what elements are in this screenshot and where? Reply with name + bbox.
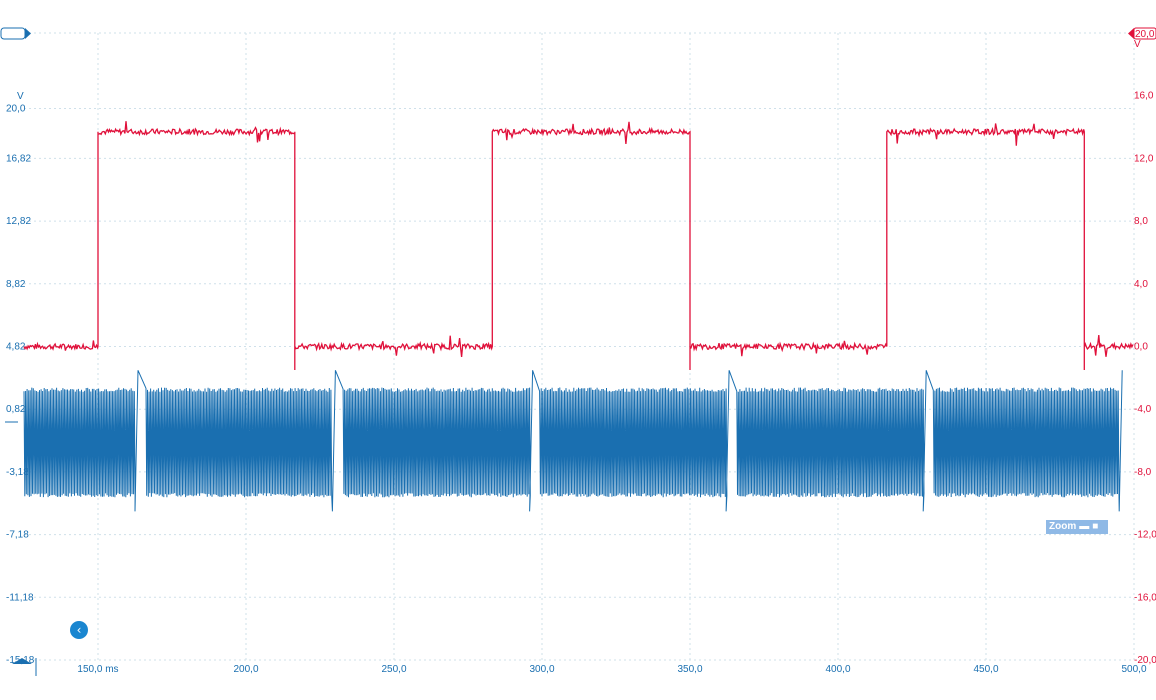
channel-b-marker[interactable]: 20,0 (1128, 27, 1156, 40)
x-tick-label: 450,0 (973, 664, 998, 675)
right-tick-label: -12,0 (1134, 530, 1156, 541)
right-axis-top-label: 20,0 (1135, 29, 1155, 40)
left-axis-unit: V (17, 91, 24, 102)
right-tick-label: 8,0 (1134, 216, 1148, 227)
x-tick-label: 500,0 (1121, 664, 1146, 675)
zoom-label: Zoom (1049, 521, 1077, 532)
x-axis-ticks: 150,0 ms 200,0 250,0 300,0 350,0 400,0 450,0 50… (77, 664, 1147, 675)
left-tick-label: -11,18 (6, 592, 34, 603)
x-tick-label: 400,0 (825, 664, 850, 675)
right-axis-ticks: 16,0 12,0 8,0 4,0 0,0 -4,0 -8,0 -12,0 -16,0 -20,0 (1134, 91, 1156, 666)
zoom-overview-control[interactable]: Zoom ▬ ■ ✕ (1046, 520, 1108, 546)
trigger-marker[interactable] (12, 658, 37, 676)
right-tick-label: 16,0 (1134, 91, 1154, 102)
left-axis-ticks: 20,0 16,82 12,82 8,82 4,82 0,82 -3,18 -7,18 -11,… (6, 104, 35, 666)
x-tick-label: 350,0 (677, 664, 702, 675)
left-tick-label: -3,18 (6, 467, 29, 478)
left-tick-label: 16,82 (6, 153, 31, 164)
right-axis-unit: V (1134, 39, 1141, 50)
left-tick-label: 0,82 (6, 404, 26, 415)
x-tick-label: 200,0 (233, 664, 258, 675)
left-tick-label: 12,82 (6, 216, 31, 227)
right-tick-label: 12,0 (1134, 153, 1154, 164)
zoom-square-icon[interactable]: ■ (1092, 521, 1099, 532)
zoom-minimap-icon[interactable]: ▬ (1079, 521, 1090, 532)
grid (24, 32, 1135, 661)
chevron-left-icon[interactable]: ‹ (70, 621, 88, 639)
right-tick-label: -20,0 (1134, 655, 1156, 666)
channel-a-marker[interactable] (0, 27, 31, 40)
x-tick-label: 150,0 ms (77, 664, 118, 675)
x-tick-label: 250,0 (381, 664, 406, 675)
channel-b-trace (23, 370, 1123, 512)
right-tick-label: -16,0 (1134, 592, 1156, 603)
channel-a-trace (23, 121, 1134, 370)
right-tick-label: -4,0 (1134, 404, 1152, 415)
x-tick-label: 300,0 (529, 664, 554, 675)
left-tick-label: -7,18 (6, 530, 29, 541)
close-icon[interactable]: ✕ (1052, 535, 1061, 546)
right-tick-label: -8,0 (1134, 467, 1152, 478)
right-tick-label: 0,0 (1134, 342, 1148, 353)
left-tick-label: 20,0 (6, 104, 26, 115)
left-tick-label: 8,82 (6, 279, 26, 290)
right-tick-label: 4,0 (1134, 279, 1148, 290)
left-tick-label: 4,82 (6, 342, 26, 353)
